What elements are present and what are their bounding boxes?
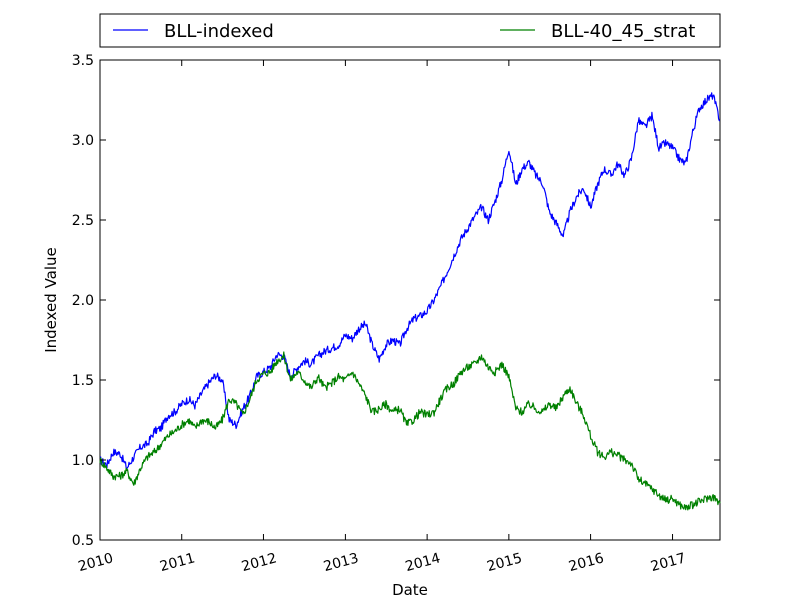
y-tick-label: 2.5 [72, 213, 94, 229]
x-axis-title: Date [392, 581, 428, 599]
y-tick-label: 2.0 [72, 293, 94, 309]
series-layer [99, 92, 721, 511]
series-line-bll-40-45-strat [99, 351, 721, 511]
y-axis: 0.5 1.0 1.5 2.0 2.5 3.0 3.5 [72, 53, 720, 549]
y-tick-label: 3.5 [72, 53, 94, 69]
y-axis-title: Indexed Value [42, 247, 60, 353]
y-tick-label: 3.0 [72, 133, 94, 149]
series-line-bll-indexed [99, 92, 721, 470]
y-tick-label: 1.5 [72, 373, 94, 389]
legend-box [99, 13, 721, 48]
y-tick-label: 1.0 [72, 453, 94, 469]
y-tick-label: 0.5 [72, 533, 94, 549]
legend: BLL-indexed BLL-40_45_strat [99, 13, 721, 48]
legend-label-bll-indexed: BLL-indexed [164, 21, 274, 42]
legend-label-bll-40-45-strat: BLL-40_45_strat [551, 21, 695, 42]
